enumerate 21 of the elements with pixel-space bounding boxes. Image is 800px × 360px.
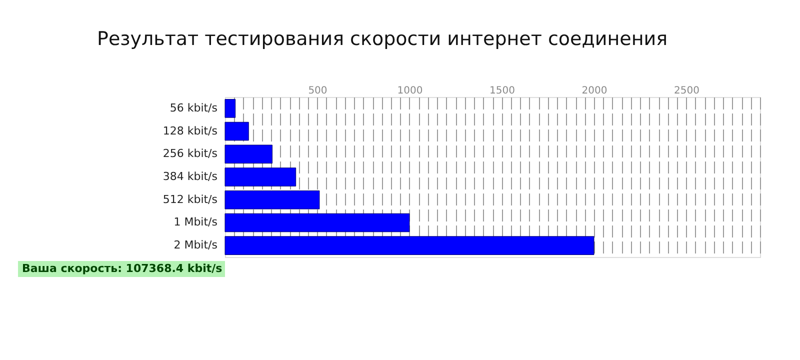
y-tick-label: 384 kbit/s xyxy=(162,170,218,183)
text: Ваша скорость: 107368.4 kbit/s xyxy=(22,262,223,275)
bar xyxy=(224,168,296,186)
y-tick-label: 512 kbit/s xyxy=(162,192,218,206)
bar xyxy=(224,213,410,232)
bar xyxy=(224,236,594,255)
y-tick-label: 128 kbit/s xyxy=(162,124,218,138)
bar xyxy=(224,190,320,210)
x-tick-label: 2500 xyxy=(674,86,700,96)
bar xyxy=(224,122,249,141)
bar xyxy=(224,144,272,164)
y-tick-label: 2 Mbit/s xyxy=(174,238,218,252)
x-tick-label: 500 xyxy=(308,86,328,96)
bar xyxy=(224,99,236,118)
x-tick-label: 1000 xyxy=(397,86,423,96)
x-tick-label: 2000 xyxy=(582,86,608,96)
x-tick-label: 1500 xyxy=(490,86,515,96)
y-tick-label: 1 Mbit/s xyxy=(174,216,218,229)
y-tick-label: 256 kbit/s xyxy=(162,147,218,160)
chart-title: Результат тестирования скорости интернет соединения xyxy=(97,28,668,50)
y-tick-label: 56 kbit/s xyxy=(170,101,218,114)
